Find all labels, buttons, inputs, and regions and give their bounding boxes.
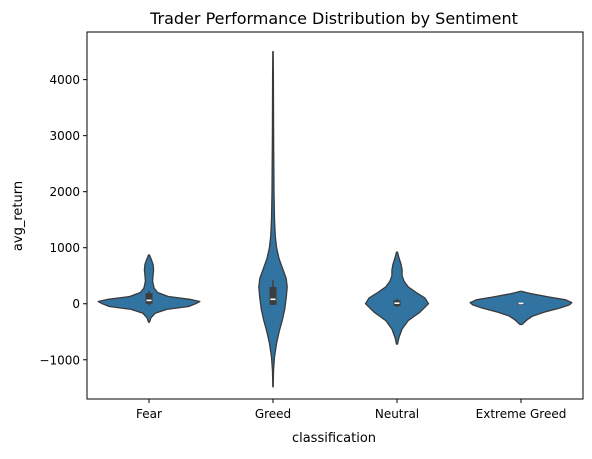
chart-title: Trader Performance Distribution by Senti… <box>149 9 518 28</box>
y-axis: −1000 0 1000 2000 3000 4000 <box>39 73 87 367</box>
x-tick-label: Greed <box>255 407 291 421</box>
x-tick-label: Fear <box>136 407 162 421</box>
violin-body <box>364 251 430 345</box>
x-tick-label: Extreme Greed <box>476 407 567 421</box>
violin-body <box>469 290 573 326</box>
y-tick-label: 1000 <box>49 241 80 255</box>
violin-body <box>258 50 288 388</box>
violin-iqr-box <box>145 293 153 304</box>
violin-iqr-box <box>269 286 277 305</box>
y-tick-label: 2000 <box>49 185 80 199</box>
x-axis: Fear Greed Neutral Extreme Greed <box>136 399 566 421</box>
y-tick-label: 0 <box>72 297 80 311</box>
plot-area <box>97 50 573 388</box>
y-tick-label: 3000 <box>49 129 80 143</box>
violin-body <box>97 254 201 323</box>
x-axis-label: classification <box>292 431 376 446</box>
x-tick-label: Neutral <box>375 407 419 421</box>
plot-frame <box>86 31 584 400</box>
y-axis-label: avg_return <box>11 181 26 251</box>
y-tick-label: 4000 <box>49 73 80 87</box>
y-tick-label: −1000 <box>39 353 80 367</box>
